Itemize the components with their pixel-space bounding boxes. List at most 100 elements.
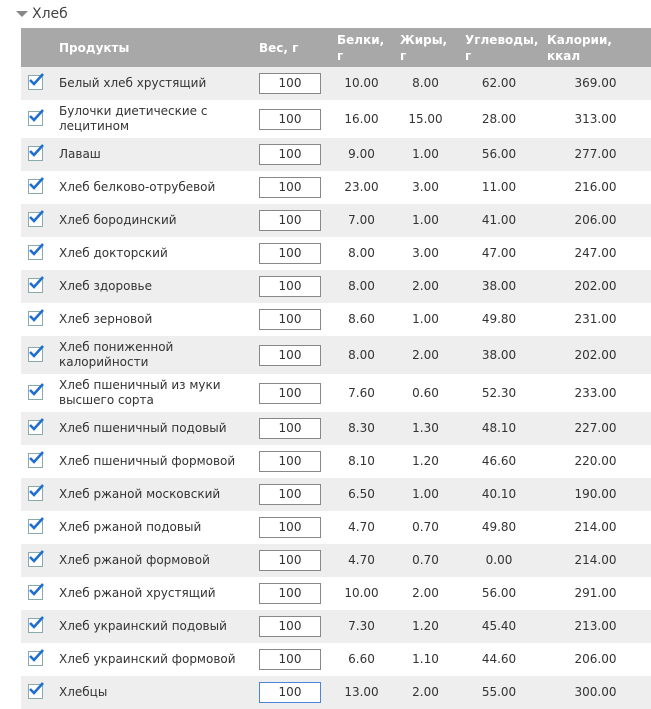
weight-cell: 100 — [252, 445, 330, 478]
table-row: Хлеб пшеничный формовой 100 8.10 1.20 46.60 2… — [21, 445, 651, 478]
checkbox[interactable] — [28, 451, 44, 468]
weight-input[interactable]: 100 — [259, 144, 321, 165]
weight-input[interactable]: 100 — [259, 517, 321, 538]
checkbox[interactable] — [28, 418, 44, 435]
nutrient-value: 55.00 — [458, 676, 540, 709]
weight-input[interactable]: 100 — [259, 276, 321, 297]
table-row: Хлеб украинский подовый 100 7.30 1.20 45.40 2… — [21, 610, 651, 643]
section-header[interactable]: Хлеб — [16, 6, 68, 22]
product-name: Хлеб докторский — [59, 246, 168, 260]
weight-cell: 100 — [252, 478, 330, 511]
table-row: Хлеб ржаной московский 100 6.50 1.00 40.10 19… — [21, 478, 651, 511]
checkbox[interactable] — [28, 276, 44, 293]
checkbox[interactable] — [28, 344, 44, 362]
weight-input[interactable]: 100 — [259, 616, 321, 637]
checkbox[interactable] — [28, 309, 44, 326]
nutrient-value: 300.00 — [540, 676, 651, 709]
table-row: Булочки диетические с лецитином 100 16.00 1… — [21, 100, 651, 138]
weight-input[interactable]: 100 — [259, 649, 321, 670]
nutrient-value: 206.00 — [540, 204, 651, 237]
product-name: Белый хлеб хрустящий — [52, 67, 252, 100]
checkbox-cell — [21, 610, 52, 643]
checkbox[interactable] — [28, 616, 44, 633]
nutrient-value: 1.00 — [393, 478, 458, 511]
check-mark — [29, 682, 44, 695]
nutrient-value: 206.00 — [574, 652, 617, 666]
checkbox[interactable] — [28, 382, 44, 400]
table-row: Хлеб пшеничный подовый 100 8.30 1.30 48.10 22… — [21, 412, 651, 445]
checkbox[interactable] — [28, 682, 44, 699]
weight-input[interactable]: 100 — [259, 484, 321, 505]
checkbox[interactable] — [28, 210, 44, 227]
checkbox[interactable] — [28, 73, 44, 90]
weight-input[interactable]: 100 — [259, 344, 321, 366]
checkbox[interactable] — [28, 144, 44, 161]
checkbox[interactable] — [28, 177, 44, 194]
checkbox-cell — [21, 511, 52, 544]
header-cell: Вес, г — [252, 28, 330, 67]
weight-cell: 100 — [252, 610, 330, 643]
product-name: Хлеб ржаной московский — [52, 478, 252, 511]
product-name: Хлеб пшеничный подовый — [52, 412, 252, 445]
weight-cell: 100 — [252, 544, 330, 577]
nutrient-value: 0.00 — [458, 544, 540, 577]
table-row: Хлеб ржаной подовый 100 4.70 0.70 49.80 214.0… — [21, 511, 651, 544]
check-mark — [29, 550, 44, 563]
nutrient-value: 0.70 — [412, 520, 439, 534]
checkbox[interactable] — [28, 517, 44, 534]
weight-input[interactable]: 100 — [259, 682, 321, 703]
checkbox[interactable] — [28, 243, 44, 260]
table-row: Хлеб бородинский 100 7.00 1.00 41.00 206.00 — [21, 204, 651, 237]
weight-input[interactable]: 100 — [259, 210, 321, 231]
weight-cell: 100 — [252, 67, 330, 100]
nutrient-value: 1.00 — [412, 312, 439, 326]
weight-input[interactable]: 100 — [259, 550, 321, 571]
table-row: Хлеб пшеничный из муки высшего сорта 100 7… — [21, 374, 651, 412]
nutrient-value: 11.00 — [481, 180, 517, 194]
check-mark — [29, 177, 44, 190]
section-title: Хлеб — [32, 6, 68, 22]
nutrient-value: 10.00 — [330, 67, 393, 100]
check-mark — [29, 484, 44, 497]
nutrient-value: 214.00 — [574, 520, 617, 534]
weight-input[interactable]: 100 — [259, 108, 321, 130]
nutrient-value: 16.00 — [344, 111, 379, 126]
checkbox[interactable] — [28, 484, 44, 501]
checkbox[interactable] — [28, 550, 44, 567]
nutrient-value: 62.00 — [458, 67, 540, 100]
product-name: Хлеб зерновой — [59, 312, 153, 326]
weight-input[interactable]: 100 — [259, 583, 321, 604]
check-mark — [29, 649, 44, 662]
nutrient-value: 8.60 — [348, 312, 375, 326]
weight-input[interactable]: 100 — [259, 73, 321, 94]
product-name: Лаваш — [52, 138, 252, 171]
checkbox-cell — [21, 544, 52, 577]
weight-input[interactable]: 100 — [259, 309, 321, 330]
nutrient-value: 7.00 — [330, 204, 393, 237]
nutrient-value: 49.80 — [481, 312, 517, 326]
nutrient-value: 1.10 — [412, 652, 439, 666]
nutrient-value: 2.00 — [393, 676, 458, 709]
product-name: Хлеб здоровье — [52, 270, 252, 303]
checkbox-cell — [21, 478, 52, 511]
weight-input[interactable]: 100 — [259, 177, 321, 198]
product-name: Хлеб украинский формовой — [59, 652, 236, 666]
weight-input[interactable]: 100 — [259, 418, 321, 439]
nutrient-value: 44.60 — [481, 652, 517, 666]
nutrient-value: 8.00 — [393, 67, 458, 100]
nutrient-value: 45.40 — [458, 610, 540, 643]
checkbox-cell — [21, 374, 52, 412]
nutrient-value: 6.60 — [348, 652, 375, 666]
weight-cell: 100 — [252, 374, 330, 412]
nutrient-value: 10.00 — [344, 586, 379, 600]
checkbox[interactable] — [28, 649, 44, 666]
weight-input[interactable]: 100 — [259, 451, 321, 472]
nutrient-value: 1.20 — [393, 610, 458, 643]
nutrient-value: 227.00 — [540, 412, 651, 445]
nutrient-value: 1.20 — [412, 454, 439, 468]
checkbox[interactable] — [28, 108, 44, 126]
product-name: Хлеб ржаной хрустящий — [59, 586, 216, 600]
weight-input[interactable]: 100 — [259, 243, 321, 264]
weight-input[interactable]: 100 — [259, 382, 321, 404]
checkbox[interactable] — [28, 583, 44, 600]
